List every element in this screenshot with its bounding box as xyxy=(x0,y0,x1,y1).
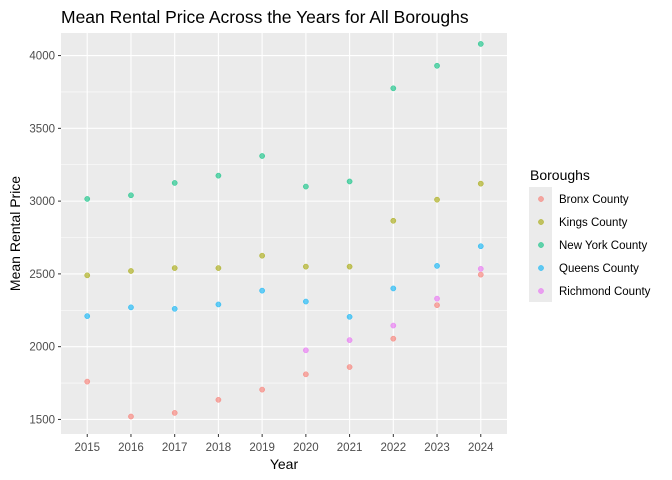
legend-label-new-york-county: New York County xyxy=(559,240,647,252)
point-queens-county-2023 xyxy=(434,263,440,269)
point-kings-county-2021 xyxy=(346,263,353,270)
point-bronx-county-2015 xyxy=(84,378,91,385)
point-kings-county-2016 xyxy=(128,268,134,274)
y-tick-label: 3000 xyxy=(29,196,55,208)
y-tick-label: 4000 xyxy=(29,51,55,63)
legend: Boroughs Bronx County Kings County New Yor… xyxy=(529,167,651,302)
x-tick-label: 2022 xyxy=(381,442,407,454)
x-tick-label: 2019 xyxy=(249,442,275,454)
y-tick-label: 1500 xyxy=(29,414,55,426)
legend-label-kings-county: Kings County xyxy=(559,217,628,229)
point-new-york-county-2019 xyxy=(259,153,265,159)
point-bronx-county-2017 xyxy=(171,410,178,416)
x-tick-label: 2017 xyxy=(162,442,188,454)
point-kings-county-2020 xyxy=(303,263,309,270)
point-queens-county-2022 xyxy=(390,285,397,292)
y-tick-label: 2000 xyxy=(29,342,55,354)
point-queens-county-2024 xyxy=(477,243,484,250)
point-bronx-county-2022 xyxy=(390,335,397,342)
x-tick-label: 2015 xyxy=(74,442,100,454)
legend-key-new-york-county xyxy=(538,242,544,248)
point-queens-county-2021 xyxy=(346,313,353,320)
x-tick-label: 2024 xyxy=(468,442,494,454)
point-new-york-county-2021 xyxy=(346,178,353,185)
point-queens-county-2019 xyxy=(259,287,265,294)
point-richmond-county-2022 xyxy=(390,322,397,329)
x-tick-label: 2023 xyxy=(424,442,450,454)
point-kings-county-2018 xyxy=(215,265,222,271)
point-queens-county-2017 xyxy=(171,305,178,312)
x-tick-label: 2020 xyxy=(293,442,319,454)
point-bronx-county-2020 xyxy=(303,371,309,378)
point-bronx-county-2023 xyxy=(434,302,440,309)
x-tick-label: 2018 xyxy=(206,442,232,454)
point-kings-county-2017 xyxy=(171,265,178,271)
point-queens-county-2020 xyxy=(303,298,309,305)
point-bronx-county-2016 xyxy=(128,413,134,420)
x-axis-title: Year xyxy=(270,456,299,472)
legend-key-richmond-county xyxy=(538,288,544,294)
legend-key-queens-county xyxy=(538,265,544,271)
point-new-york-county-2018 xyxy=(215,172,222,179)
legend-key-bronx-county xyxy=(538,196,544,202)
y-axis-title: Mean Rental Price xyxy=(7,176,23,291)
point-kings-county-2024 xyxy=(477,180,484,187)
y-tick-label: 2500 xyxy=(29,269,55,281)
legend-label-richmond-county: Richmond County xyxy=(559,286,651,298)
point-richmond-county-2020 xyxy=(303,347,309,354)
point-new-york-county-2023 xyxy=(434,62,440,69)
point-kings-county-2023 xyxy=(434,196,440,203)
point-bronx-county-2021 xyxy=(346,364,353,370)
point-queens-county-2015 xyxy=(84,313,91,319)
legend-label-bronx-county: Bronx County xyxy=(559,194,629,206)
point-new-york-county-2017 xyxy=(171,180,178,186)
data-points xyxy=(84,41,484,420)
legend-title: Boroughs xyxy=(530,167,590,183)
point-new-york-county-2020 xyxy=(303,183,309,190)
point-richmond-county-2021 xyxy=(346,337,353,343)
point-new-york-county-2024 xyxy=(477,41,484,47)
point-kings-county-2015 xyxy=(84,272,91,279)
plot-panel xyxy=(61,33,507,434)
point-bronx-county-2024 xyxy=(477,271,484,278)
point-bronx-county-2019 xyxy=(259,386,265,393)
legend-items: Bronx County Kings County New York County Q… xyxy=(538,194,651,298)
point-bronx-county-2018 xyxy=(215,396,222,403)
minor-gridlines xyxy=(61,91,507,384)
point-richmond-county-2024 xyxy=(477,265,484,272)
x-tick-label: 2021 xyxy=(337,442,363,454)
y-axis: 1500 2000 2500 3000 3500 4000 xyxy=(29,51,61,426)
point-new-york-county-2015 xyxy=(84,196,91,202)
x-tick-label: 2016 xyxy=(118,442,144,454)
y-tick-label: 3500 xyxy=(29,123,55,135)
point-kings-county-2022 xyxy=(390,217,397,224)
legend-key-kings-county xyxy=(538,219,544,225)
point-queens-county-2018 xyxy=(215,301,222,308)
point-new-york-county-2022 xyxy=(390,85,397,92)
legend-label-queens-county: Queens County xyxy=(559,263,639,275)
major-gridlines xyxy=(61,33,507,434)
point-richmond-county-2023 xyxy=(434,295,440,302)
point-new-york-county-2016 xyxy=(128,192,134,199)
point-kings-county-2019 xyxy=(259,252,265,259)
x-axis: 2015 2016 2017 2018 2019 2020 2021 2022 2023 2024 xyxy=(74,434,494,454)
chart-title: Mean Rental Price Across the Years for A… xyxy=(61,7,469,27)
point-queens-county-2016 xyxy=(128,304,134,311)
